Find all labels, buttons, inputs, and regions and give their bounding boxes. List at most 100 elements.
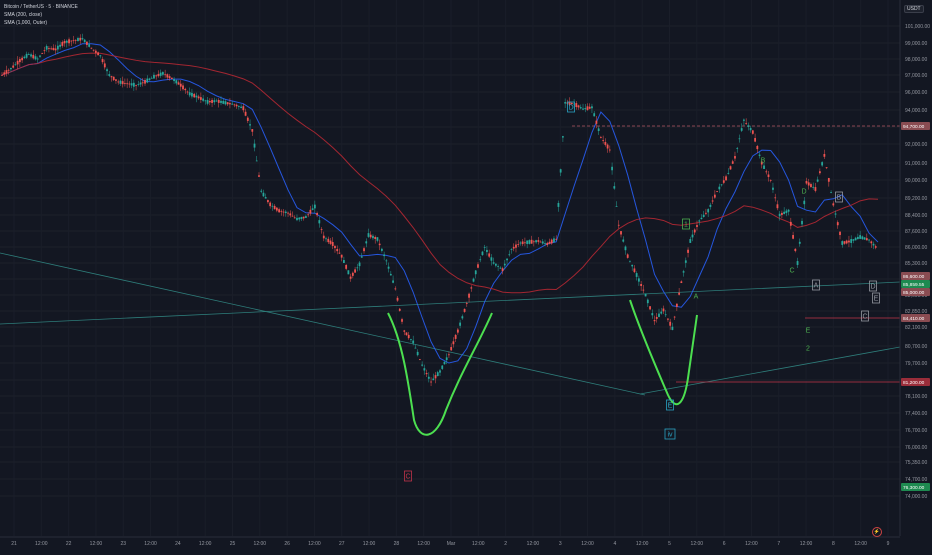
indicator-sma-1000[interactable]: SMA (1,000, Outer) — [4, 20, 48, 26]
candle-body — [7, 69, 10, 71]
symbol-title[interactable]: Bitcoin / TetherUS · 5 · BINANCE — [4, 4, 78, 10]
price-axis-label: 80,700.00 — [905, 344, 927, 350]
candle-body — [177, 82, 180, 85]
candle-body — [827, 178, 830, 182]
time-axis-label: 12:00 — [90, 541, 103, 547]
price-tag — [901, 288, 930, 296]
candle-body — [452, 341, 455, 345]
candle-body — [526, 240, 529, 244]
time-axis-label: 28 — [394, 541, 400, 547]
price-axis-label: 75,350.00 — [905, 460, 927, 466]
candle-body — [182, 85, 184, 90]
currency-label[interactable]: USDT — [904, 5, 924, 13]
candle-body — [553, 238, 555, 243]
candle-body — [798, 241, 801, 244]
price-axis-label: 78,100.00 — [905, 394, 927, 400]
candle-body — [275, 207, 278, 211]
candle-body — [816, 179, 819, 182]
price-axis-label: 85,300.00 — [905, 261, 927, 267]
trendline-rising — [639, 346, 901, 395]
candle-body — [5, 70, 8, 74]
candle-body — [537, 240, 540, 242]
candle-body — [305, 216, 307, 218]
candle-body — [682, 271, 685, 273]
candle-body — [349, 276, 352, 279]
candle-body — [137, 84, 140, 85]
candle-body — [184, 88, 187, 91]
candle-body — [338, 252, 341, 254]
price-axis-label: 74,700.00 — [905, 477, 927, 483]
candle-body — [208, 101, 211, 103]
indicator-sma-200[interactable]: SMA (200, close) — [4, 12, 43, 18]
price-tag — [901, 272, 930, 280]
candle-body — [153, 74, 155, 79]
wave-label: C — [862, 314, 867, 321]
candle-body — [611, 166, 613, 171]
candle-body — [374, 236, 377, 240]
candle-body — [231, 103, 234, 105]
time-axis-label: 25 — [230, 541, 236, 547]
candle-body — [617, 224, 620, 226]
candle-body — [595, 120, 598, 124]
candle-body — [468, 293, 470, 298]
candle-body — [577, 105, 580, 108]
candle-body — [329, 240, 332, 244]
candle-body — [264, 197, 267, 199]
candle-body — [83, 39, 86, 43]
candle-body — [376, 237, 379, 241]
candle-body — [432, 378, 435, 381]
candle-body — [191, 92, 193, 97]
candle-body — [360, 256, 363, 258]
candle-body — [347, 270, 350, 275]
candle-body — [18, 59, 21, 63]
candle-body — [226, 102, 229, 105]
candle-body — [814, 187, 817, 191]
candle-body — [403, 330, 406, 332]
reference-lines — [0, 125, 901, 396]
candle-body — [555, 238, 558, 240]
candle-body — [45, 45, 48, 50]
time-axis-label: 12:00 — [854, 541, 867, 547]
candle-body — [12, 65, 15, 68]
lightning-icon[interactable]: ⚡ — [872, 527, 882, 537]
candle-body — [103, 63, 106, 68]
time-axis-label: 21 — [11, 541, 17, 547]
candle-body — [325, 238, 327, 240]
wave-label: E — [806, 328, 811, 335]
price-axis-label: 74,000.00 — [905, 494, 927, 500]
wave-label: B — [837, 195, 842, 202]
candle-body — [97, 52, 99, 56]
candle-body — [760, 161, 763, 165]
wave-label: D — [870, 284, 875, 291]
candle-body — [722, 180, 725, 183]
price-axis[interactable]: 101,000.00 99,000.00 98,000.00 97,000.00 96,… — [899, 0, 932, 540]
candle-body — [74, 39, 77, 41]
candle-body — [356, 267, 359, 269]
time-axis[interactable]: 21 12:00 22 12:00 23 12:00 24 12:00 25 12:00 26 12:… — [0, 536, 932, 550]
candle-body — [50, 48, 53, 50]
candle-body — [517, 244, 520, 245]
time-axis-label: 4 — [613, 541, 616, 547]
candle-body — [667, 318, 669, 320]
candle-body — [179, 83, 182, 87]
candle-body — [59, 44, 62, 47]
candle-body — [25, 53, 28, 58]
candle-body — [477, 264, 479, 268]
candles[interactable] — [1, 33, 877, 387]
candle-body — [27, 54, 30, 55]
candle-body — [586, 106, 589, 111]
wave-label: iv — [667, 432, 673, 439]
candle-body — [394, 288, 397, 290]
candle-body — [372, 235, 374, 239]
candle-body — [573, 103, 575, 105]
candle-body — [718, 186, 721, 190]
price-axis-label: 89,200.00 — [905, 196, 927, 202]
candle-body — [168, 76, 171, 79]
time-axis-label: Mar — [447, 541, 456, 547]
candle-body — [170, 77, 173, 80]
price-axis-label: 82,100.00 — [905, 325, 927, 331]
annotation-box — [664, 428, 676, 440]
candle-body — [821, 162, 824, 166]
